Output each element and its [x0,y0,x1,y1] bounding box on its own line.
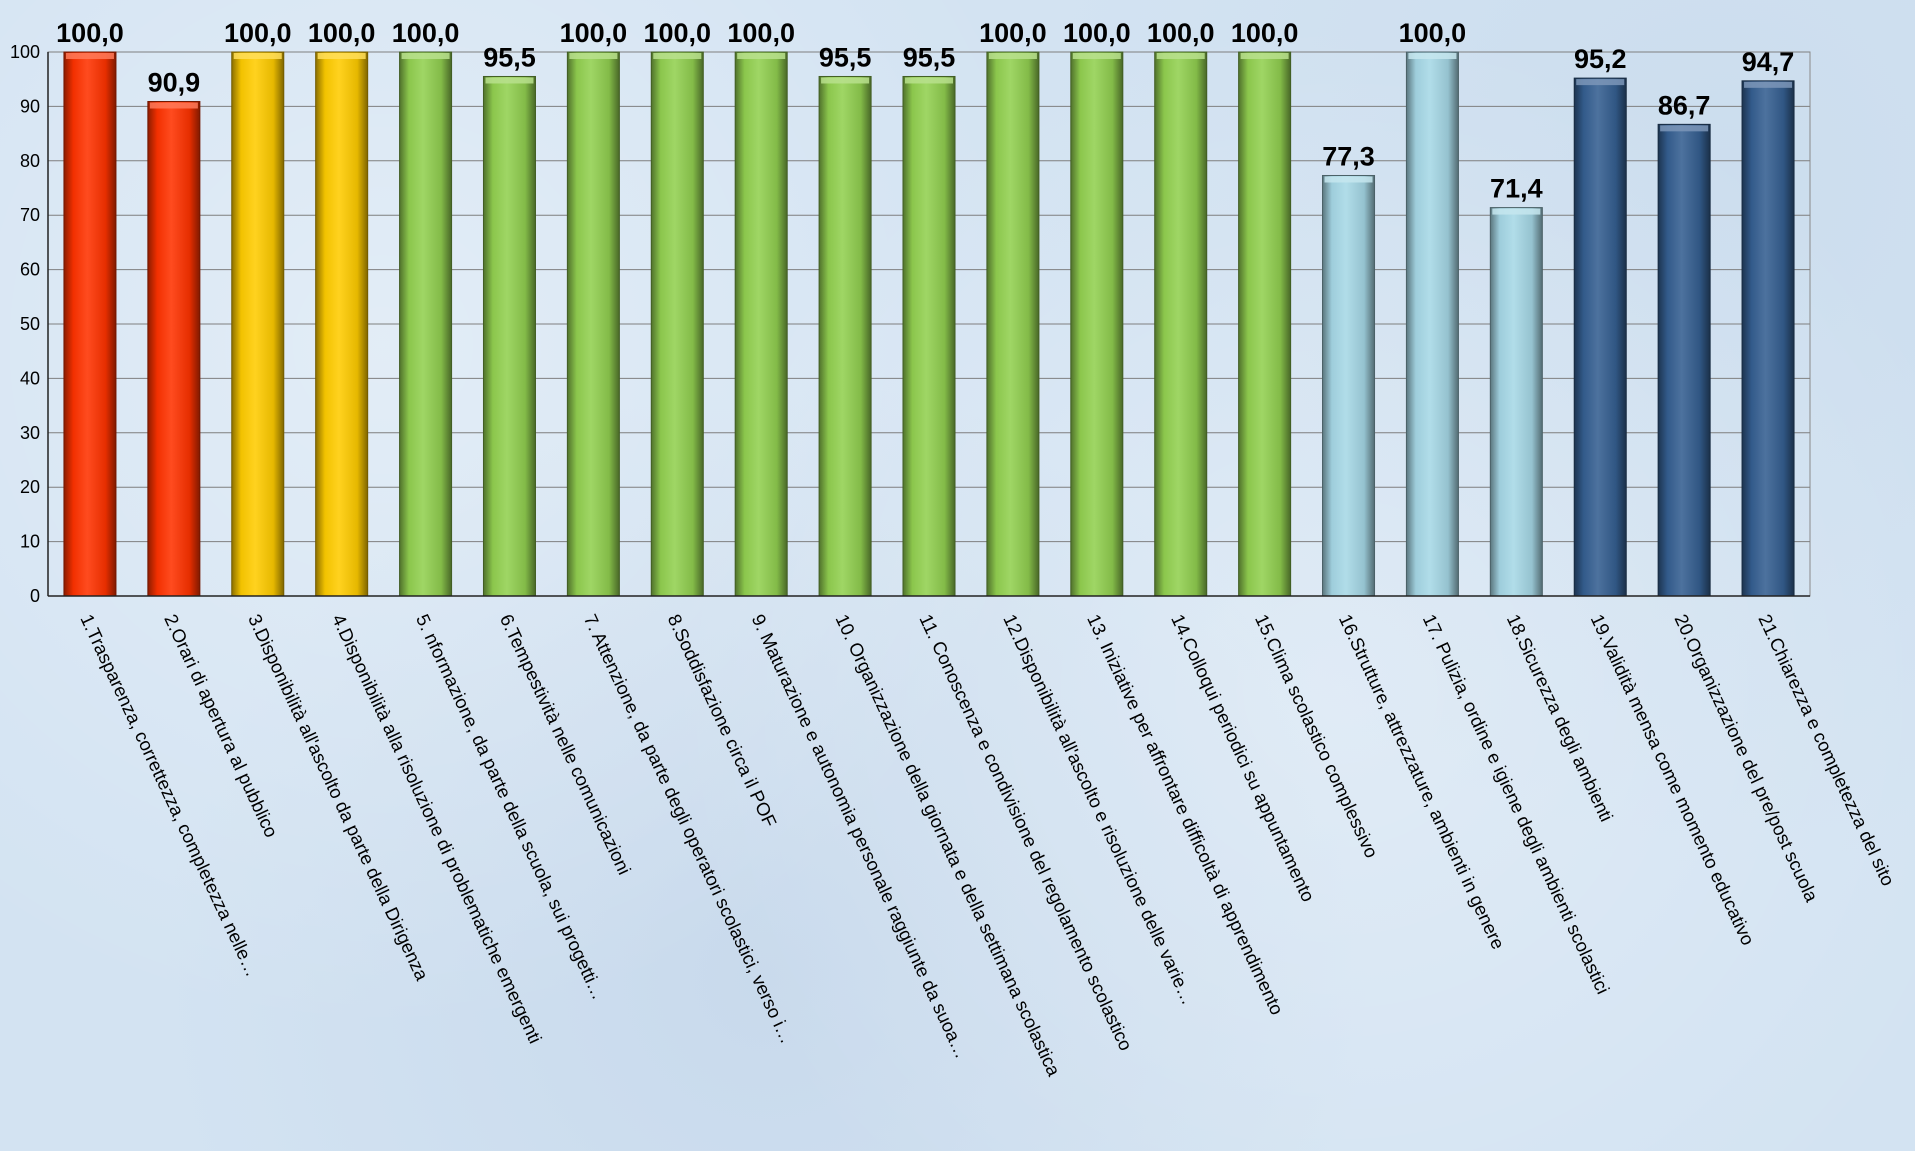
data-label: 100,0 [56,18,124,48]
bar [650,51,704,597]
bar [1405,51,1459,597]
y-tick-label: 60 [20,260,40,280]
bar [1657,123,1711,597]
bar-cap [988,53,1037,59]
data-label: 100,0 [1231,18,1299,48]
data-label: 100,0 [643,18,711,48]
bar [1154,51,1208,597]
y-tick-label: 80 [20,151,40,171]
data-label: 95,5 [903,42,956,72]
data-label: 90,9 [148,68,201,98]
bar [1489,207,1543,597]
category-label: 12.Disponibilità all'ascolto e risoluzio… [999,611,1199,1008]
data-label: 95,5 [483,42,536,72]
bar-cap [1408,53,1457,59]
data-label: 100,0 [560,18,628,48]
data-label: 86,7 [1658,90,1711,120]
category-labels: 1.Trasparenza, correttezza, completezza … [76,611,1899,1080]
bar [1573,77,1627,597]
bar-cap [149,102,198,109]
bar [1238,51,1292,597]
data-label: 77,3 [1322,141,1375,171]
data-label: 100,0 [308,18,376,48]
category-label: 21.Chiarezza e completezza del sito [1754,611,1899,889]
bar [231,51,285,597]
bar [482,75,536,597]
bar-cap [1576,79,1625,86]
y-tick-label: 50 [20,314,40,334]
bar [315,51,369,597]
bar-cap [1744,81,1793,88]
data-label: 71,4 [1490,174,1543,204]
category-label: 14.Colloqui periodici su appuntamento [1167,611,1319,905]
category-label: 19.Validità mensa come momento educativo [1587,611,1759,949]
category-label: 20.Organizzazione del pre/post scuola [1671,611,1823,906]
bar [147,101,201,597]
data-label: 100,0 [979,18,1047,48]
data-label: 100,0 [392,18,460,48]
bar-cap [317,53,366,59]
category-label: 17. Pulizia, ordine e igiene degli ambie… [1419,611,1614,997]
bar [399,51,453,597]
y-tick-label: 70 [20,205,40,225]
bar-cap [65,53,114,59]
data-label: 100,0 [1147,18,1215,48]
y-tick-label: 0 [30,586,40,606]
data-label: 100,0 [1063,18,1131,48]
data-label: 95,5 [819,42,872,72]
bar-cap [1324,176,1373,183]
bar-cap [569,53,618,59]
bar [1070,51,1124,597]
bar [734,51,788,597]
bar-cap [904,77,954,84]
bar-cap [485,77,534,84]
bar [63,51,117,597]
bar [1322,174,1376,597]
bar-cap [1240,53,1289,59]
y-axis-ticks: 0 10 20 30 40 50 60 70 80 90 100 [10,42,40,606]
bar [566,51,620,597]
bar-cap [737,53,786,59]
bar-cap [1072,53,1121,59]
y-tick-label: 100 [10,42,40,62]
bar [818,75,872,597]
bar [1741,80,1795,597]
data-labels: 100,0 90,9 100,0 100,0 100,0 95,5 100,0 100,0 10… [56,18,1794,204]
data-label: 100,0 [224,18,292,48]
y-tick-label: 10 [20,532,40,552]
y-tick-label: 90 [20,96,40,116]
y-tick-label: 20 [20,477,40,497]
data-label: 95,2 [1574,44,1627,74]
category-label: 3.Disponibilità all'ascolto da parte del… [244,611,433,984]
bar-cap [233,53,282,59]
bar [902,75,956,597]
category-label: 1.Trasparenza, correttezza, completezza … [76,611,263,980]
y-tick-label: 30 [20,423,40,443]
category-label: 16.Strutture, attrezzature, ambienti in … [1335,611,1509,953]
data-label: 100,0 [1399,18,1467,48]
category-label: 5. nformazione, da parte della scuola, s… [412,611,610,1003]
bar-cap [821,77,870,84]
y-tick-label: 40 [20,368,40,388]
bar-cap [1492,208,1541,215]
bar [986,51,1040,597]
bars [63,51,1795,597]
bar-cap [653,53,702,59]
bar-cap [1660,125,1709,132]
data-label: 100,0 [727,18,795,48]
bar-cap [401,53,450,59]
data-label: 94,7 [1742,47,1795,77]
bar-cap [1156,53,1205,59]
